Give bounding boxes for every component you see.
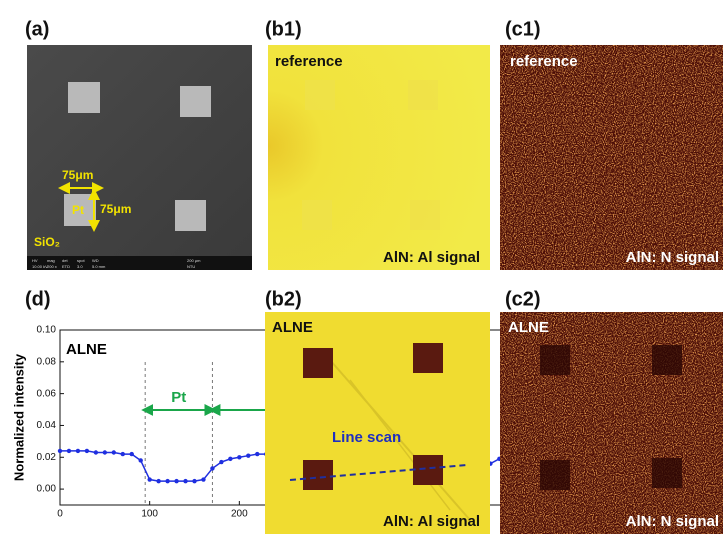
y-tick-label: 0.06	[37, 388, 57, 399]
info-text: spot	[77, 258, 85, 263]
panel-text: reference	[275, 53, 343, 70]
data-point	[58, 449, 62, 453]
panel-label: (d)	[25, 288, 51, 310]
y-tick-label: 0.08	[37, 356, 57, 367]
info-text: 3.0	[77, 264, 83, 269]
y-tick-label: 0.04	[37, 420, 57, 431]
data-point	[255, 452, 259, 456]
info-text: 5.0 mm	[92, 264, 106, 269]
data-point	[201, 477, 205, 481]
map-image	[500, 312, 723, 534]
data-point	[85, 449, 89, 453]
data-point	[219, 460, 223, 464]
panel-label: (b1)	[265, 18, 302, 40]
data-point	[103, 450, 107, 454]
dim-label: 75μm	[62, 168, 93, 182]
data-point	[156, 479, 160, 483]
panel-label: (b2)	[265, 288, 302, 310]
panel-text: reference	[510, 53, 578, 70]
panel-text: ALNE	[508, 319, 549, 336]
info-text: ETD	[62, 264, 70, 269]
data-point	[174, 479, 178, 483]
info-text: mag	[47, 258, 55, 263]
x-tick-label: 200	[231, 509, 248, 520]
figure: (a) 75μm 75μm Pt SiO₂ HV mag det spot WD 200 …	[0, 0, 723, 534]
y-tick-label: 0.02	[37, 452, 57, 463]
data-point	[165, 479, 169, 483]
data-point	[192, 479, 196, 483]
info-text: WD	[92, 258, 99, 263]
x-tick-label: 100	[141, 509, 158, 520]
panel-text: AlN: Al signal	[383, 513, 480, 530]
info-text: HV	[32, 258, 38, 263]
data-point	[121, 452, 125, 456]
annotation: ALNE	[66, 341, 107, 358]
x-tick-label: 0	[57, 509, 63, 520]
data-point	[130, 452, 134, 456]
sem-image	[27, 45, 252, 270]
data-point	[246, 453, 250, 457]
panel-label: (a)	[25, 18, 49, 40]
map-image	[265, 312, 490, 534]
data-point	[147, 477, 151, 481]
data-point	[237, 455, 241, 459]
map-image	[268, 45, 490, 270]
y-tick-label: 0.10	[37, 325, 57, 336]
info-text: 10.00 kV	[32, 264, 48, 269]
y-tick-label: 0.00	[37, 484, 57, 495]
dim-label: 75μm	[100, 202, 131, 216]
panel-text: AlN: N signal	[626, 513, 719, 530]
pt-label: Pt	[72, 203, 84, 217]
panel-text: ALNE	[272, 319, 313, 336]
data-point	[94, 450, 98, 454]
panel-text: AlN: N signal	[626, 249, 719, 266]
info-text: 200 x	[47, 264, 57, 269]
info-text: 200 μm	[187, 258, 201, 263]
data-point	[67, 449, 71, 453]
data-point	[183, 479, 187, 483]
map-image	[500, 45, 723, 270]
region-label: Pt	[171, 389, 186, 406]
y-axis-label: Normalized intensity	[11, 353, 26, 481]
data-point	[76, 449, 80, 453]
info-text: det	[62, 258, 68, 263]
sio2-label: SiO₂	[34, 235, 60, 249]
panel-text: AlN: Al signal	[383, 249, 480, 266]
scan-label: Line scan	[332, 429, 401, 446]
data-point	[228, 457, 232, 461]
info-text: NTU	[187, 264, 195, 269]
panel-label: (c1)	[505, 18, 541, 40]
data-point	[112, 450, 116, 454]
data-point	[210, 466, 214, 470]
panel-label: (c2)	[505, 288, 541, 310]
data-point	[139, 458, 143, 462]
